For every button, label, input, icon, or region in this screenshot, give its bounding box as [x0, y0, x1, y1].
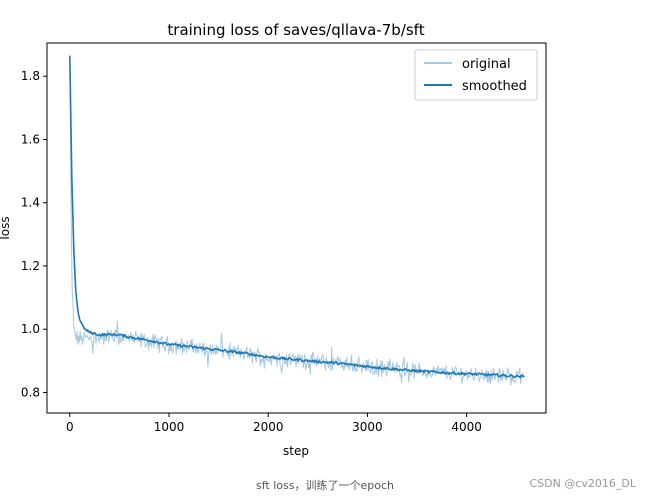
y-tick-label: 1.0 [21, 322, 40, 336]
x-tick-label: 0 [66, 420, 74, 434]
y-tick-label: 1.8 [21, 69, 40, 83]
y-tick-label: 1.6 [21, 132, 40, 146]
legend-label-smoothed: smoothed [462, 79, 527, 94]
legend-label-original: original [462, 57, 511, 72]
x-axis-label: step [283, 444, 309, 458]
x-tick-label: 4000 [451, 420, 482, 434]
y-tick-label: 0.8 [21, 385, 40, 399]
legend: original smoothed [414, 49, 538, 101]
watermark: CSDN @cv2016_DL [529, 477, 636, 490]
x-tick-label: 2000 [253, 420, 284, 434]
y-tick-label: 1.4 [21, 196, 40, 210]
y-axis-label: loss [0, 216, 12, 239]
plot-area [46, 42, 547, 414]
series-line-smoothed [69, 55, 525, 379]
y-tick-label: 1.2 [21, 259, 40, 273]
x-tick-label: 1000 [154, 420, 185, 434]
x-tick-label: 3000 [352, 420, 383, 434]
loss-chart: 0 1000 2000 3000 4000 0.8 1.0 1.2 1.4 1.6 1.8 tra… [0, 21, 547, 458]
figure-caption: sft loss，训练了一个epoch [256, 479, 394, 492]
chart-title: training loss of saves/qllava-7b/sft [167, 21, 424, 39]
